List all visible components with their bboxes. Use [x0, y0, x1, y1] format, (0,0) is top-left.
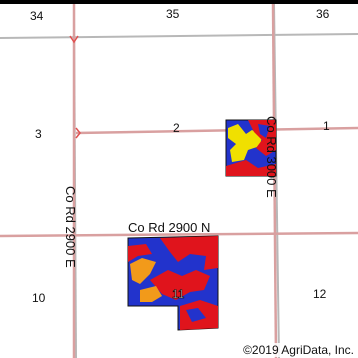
road-junction-marker-2	[75, 127, 81, 139]
field-small[interactable]	[225, 119, 277, 177]
road-junction-marker	[69, 35, 79, 44]
road-label-co-rd-2900-n: Co Rd 2900 N	[128, 220, 210, 235]
section-35: 35	[166, 7, 180, 21]
roads	[0, 3, 358, 358]
soil-red-small-strip	[226, 160, 276, 176]
soil-red-large-mid	[150, 270, 210, 300]
road-co-rd-2900-n	[0, 231, 358, 238]
section-labels: 34 35 36 3 2 1 10 11 12	[30, 7, 330, 305]
section-36: 36	[316, 7, 330, 21]
soil-orange-large-2	[140, 286, 162, 302]
soil-blue-large-inner	[186, 308, 206, 322]
road-label-co-rd-2900-e: Co Rd 2900 E	[63, 186, 78, 268]
copyright-notice: ©2019 AgriData, Inc.	[241, 343, 356, 357]
road-section-2-1	[75, 126, 358, 135]
field-large[interactable]	[127, 235, 219, 331]
section-2: 2	[173, 121, 180, 135]
road-co-rd-3000-e	[271, 3, 278, 358]
section-34: 34	[30, 9, 44, 23]
soil-red-large-top	[160, 236, 218, 270]
road-labels: Co Rd 2900 E Co Rd 3000 E Co Rd 2900 N	[63, 116, 279, 268]
soil-yellow-small	[228, 124, 262, 162]
section-1: 1	[323, 119, 330, 133]
section-3: 3	[35, 127, 42, 141]
section-12: 12	[313, 287, 327, 301]
section-10: 10	[32, 291, 46, 305]
road-label-co-rd-3000-e: Co Rd 3000 E	[264, 116, 279, 198]
soil-blue-small-inner	[258, 124, 270, 138]
map-top-border	[0, 0, 358, 4]
soil-red-large-left	[128, 244, 152, 262]
soil-orange-large	[130, 258, 156, 284]
section-11: 11	[172, 287, 185, 301]
